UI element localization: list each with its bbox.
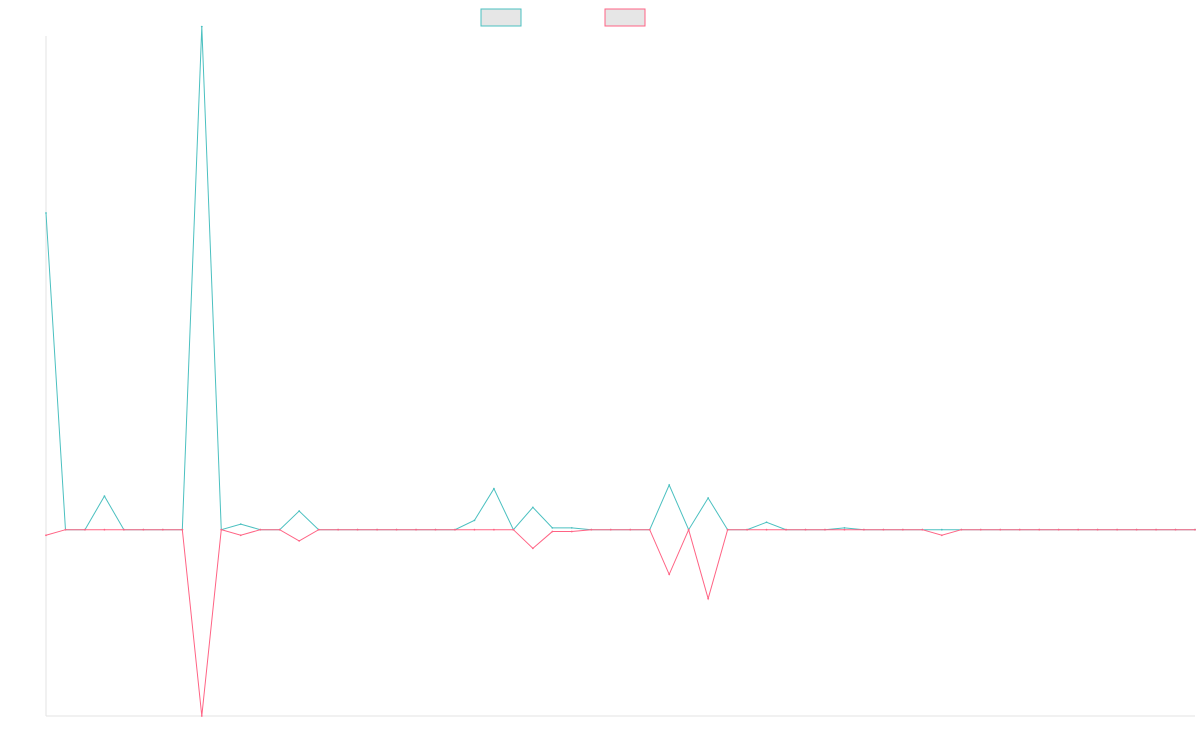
data-point — [123, 528, 125, 531]
data-point — [1077, 528, 1080, 531]
data-point — [103, 528, 106, 531]
data-point — [512, 528, 515, 531]
data-point — [960, 528, 963, 531]
data-point — [1135, 528, 1138, 531]
data-point — [551, 530, 554, 533]
data-point — [843, 528, 846, 531]
data-point — [181, 528, 184, 531]
data-point — [1116, 528, 1118, 531]
data-point — [668, 484, 671, 486]
data-point — [707, 597, 710, 600]
data-point — [746, 528, 748, 531]
data-point — [940, 534, 943, 537]
data-point — [531, 547, 534, 550]
data-point — [200, 25, 203, 28]
data-point — [103, 495, 106, 498]
data-point — [921, 528, 924, 531]
data-point — [785, 528, 787, 531]
data-point — [668, 573, 671, 576]
data-point — [551, 526, 554, 529]
data-point — [356, 528, 359, 531]
data-point — [999, 528, 1002, 531]
data-point — [1096, 528, 1099, 531]
data-point — [454, 528, 456, 531]
data-point — [1038, 528, 1041, 531]
legend-swatch-2 — [604, 8, 646, 27]
data-point — [570, 526, 573, 529]
data-point — [687, 528, 690, 531]
data-point — [259, 528, 262, 531]
axes — [45, 36, 1195, 717]
legend — [480, 8, 646, 27]
data-point — [1155, 528, 1157, 531]
data-point — [220, 528, 223, 531]
data-point — [765, 521, 768, 524]
series-1 — [45, 25, 1196, 531]
data-point — [609, 528, 612, 531]
data-point — [1018, 528, 1021, 531]
data-point — [200, 715, 203, 717]
data-point — [1057, 528, 1060, 531]
data-point — [84, 528, 86, 531]
series-2-line — [45, 528, 1195, 717]
data-point — [415, 528, 417, 531]
series-2 — [45, 528, 1196, 717]
data-point — [707, 497, 710, 499]
data-point — [317, 528, 320, 531]
data-point — [376, 528, 378, 531]
data-point — [473, 519, 476, 522]
series-1-line — [45, 26, 1195, 531]
data-point — [142, 528, 145, 531]
data-point — [45, 534, 47, 537]
data-point — [278, 528, 281, 531]
data-point — [590, 528, 593, 531]
data-point — [161, 528, 164, 531]
data-point — [940, 528, 943, 531]
series-group — [45, 25, 1196, 717]
data-point — [239, 534, 242, 537]
data-point — [1174, 528, 1177, 531]
data-point — [531, 506, 534, 509]
data-point — [298, 510, 301, 512]
legend-swatch-1 — [480, 8, 522, 27]
data-point — [45, 212, 47, 214]
data-point — [843, 526, 846, 529]
data-point — [64, 528, 67, 531]
data-point — [804, 528, 807, 531]
data-point — [493, 487, 495, 490]
data-point — [1194, 528, 1196, 531]
data-point — [239, 523, 242, 526]
data-point — [570, 530, 573, 533]
data-point — [337, 528, 340, 531]
data-point — [726, 528, 729, 531]
data-point — [395, 528, 398, 531]
data-point — [298, 539, 301, 542]
data-point — [882, 528, 885, 531]
data-point — [901, 528, 904, 531]
data-point — [493, 528, 495, 531]
data-point — [863, 528, 865, 531]
data-point — [434, 528, 437, 531]
data-point — [765, 528, 768, 531]
data-point — [824, 528, 826, 531]
data-point — [473, 528, 476, 531]
data-point — [629, 528, 632, 531]
data-point — [648, 528, 651, 531]
data-point — [979, 528, 982, 531]
